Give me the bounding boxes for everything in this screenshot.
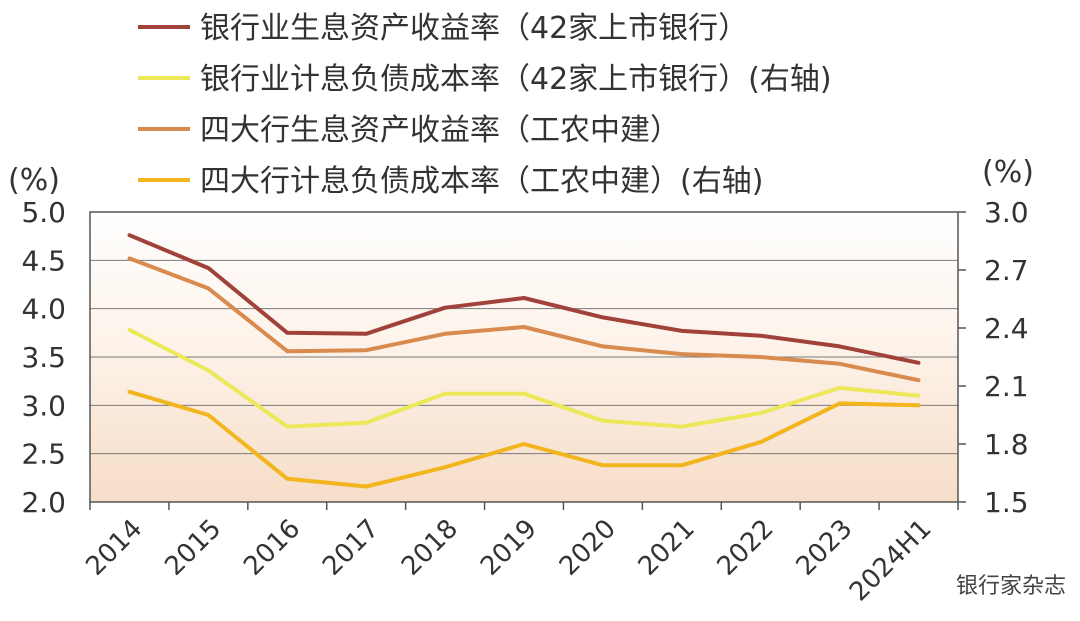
x-tick-label: 2018 — [396, 514, 464, 582]
right-axis: 3.0 2.7 2.4 2.1 1.8 1.5 — [958, 196, 1029, 519]
right-tick-label: 2.7 — [984, 254, 1029, 287]
legend: 银行业生息资产收益率（42家上市银行） 银行业计息负债成本率（42家上市银行）(右… — [138, 11, 832, 199]
watermark: 银行家杂志 — [956, 574, 1066, 599]
series-line-1 — [127, 233, 921, 365]
left-tick-label: 3.0 — [21, 389, 66, 422]
series-line-2 — [127, 327, 921, 429]
left-axis-unit: (%) — [8, 163, 60, 198]
right-tick-label: 1.8 — [984, 428, 1029, 461]
x-tick-label: 2024H1 — [844, 514, 938, 608]
x-tick-label: 2020 — [554, 514, 622, 582]
legend-label-4: 四大行计息负债成本率（工农中建）(右轴) — [200, 164, 763, 199]
right-tick-label: 1.5 — [984, 486, 1029, 519]
left-tick-label: 5.0 — [21, 196, 66, 229]
x-tick-label: 2021 — [633, 514, 701, 582]
x-tick-label: 2015 — [159, 514, 227, 582]
x-tick-label: 2023 — [791, 514, 859, 582]
left-tick-label: 2.5 — [21, 438, 66, 471]
plot-frame — [89, 211, 959, 503]
x-tick-label: 2014 — [80, 514, 148, 582]
left-tick-label: 4.0 — [21, 293, 66, 326]
left-axis: 5.0 4.5 4.0 3.5 3.0 2.5 2.0 — [21, 196, 66, 519]
series-lines — [127, 233, 921, 489]
x-axis: 2014 2015 2016 2017 2018 2019 2020 2021 2022 2023… — [80, 502, 959, 608]
right-tick-label: 2.1 — [984, 370, 1029, 403]
legend-label-1: 银行业生息资产收益率（42家上市银行） — [200, 11, 748, 46]
left-tick-label: 3.5 — [21, 341, 66, 374]
series-line-4 — [127, 389, 921, 489]
right-tick-label: 2.4 — [984, 312, 1029, 345]
x-tick-label: 2022 — [712, 514, 780, 582]
left-tick-label: 4.5 — [21, 244, 66, 277]
right-axis-unit: (%) — [982, 155, 1034, 190]
series-line-3 — [127, 256, 921, 383]
x-tick-label: 2016 — [238, 514, 306, 582]
left-tick-label: 2.0 — [21, 486, 66, 519]
x-tick-label: 2019 — [475, 514, 543, 582]
right-tick-label: 3.0 — [984, 196, 1029, 229]
legend-label-3: 四大行生息资产收益率（工农中建） — [200, 113, 680, 148]
x-tick-label: 2017 — [317, 514, 385, 582]
legend-label-2: 银行业计息负债成本率（42家上市银行）(右轴) — [200, 62, 832, 97]
